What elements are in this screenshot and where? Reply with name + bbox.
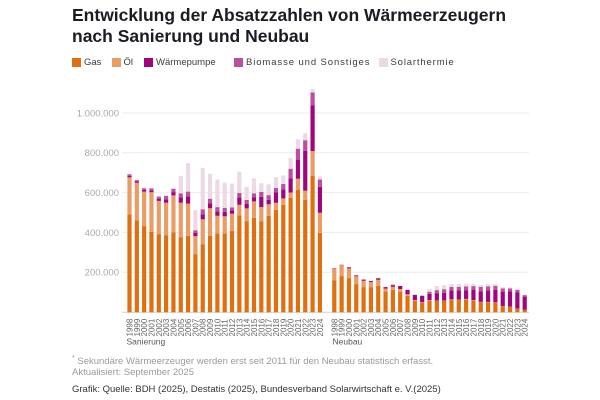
svg-text:2014: 2014 <box>447 318 456 336</box>
svg-text:2013: 2013 <box>440 318 449 336</box>
svg-text:2018: 2018 <box>477 318 486 336</box>
svg-text:600.000: 600.000 <box>85 188 119 199</box>
svg-text:200.000: 200.000 <box>85 268 119 279</box>
svg-text:1998: 1998 <box>126 318 135 336</box>
svg-text:2024: 2024 <box>521 318 530 336</box>
svg-text:1.000.000: 1.000.000 <box>77 108 119 119</box>
svg-text:800.000: 800.000 <box>85 148 119 159</box>
svg-text:2014: 2014 <box>243 318 252 336</box>
svg-text:Sanierung: Sanierung <box>127 337 166 347</box>
svg-text:2012: 2012 <box>433 318 442 336</box>
svg-text:2017: 2017 <box>265 318 274 336</box>
svg-text:2006: 2006 <box>389 318 398 336</box>
svg-text:2016: 2016 <box>462 318 471 336</box>
svg-text:2008: 2008 <box>404 318 413 336</box>
svg-text:2003: 2003 <box>367 318 376 336</box>
svg-text:2001: 2001 <box>352 318 361 336</box>
svg-text:2021: 2021 <box>294 318 303 336</box>
svg-text:2020: 2020 <box>491 318 500 336</box>
svg-text:2019: 2019 <box>279 318 288 336</box>
svg-text:2004: 2004 <box>169 318 178 336</box>
svg-text:2010: 2010 <box>213 318 222 336</box>
svg-text:2023: 2023 <box>513 318 522 336</box>
svg-text:2015: 2015 <box>455 318 464 336</box>
svg-text:2002: 2002 <box>360 318 369 336</box>
svg-text:2011: 2011 <box>221 319 230 337</box>
svg-text:2012: 2012 <box>228 318 237 336</box>
svg-text:2009: 2009 <box>206 318 215 336</box>
svg-text:1999: 1999 <box>133 318 142 336</box>
svg-text:2020: 2020 <box>287 318 296 336</box>
svg-text:1998: 1998 <box>330 318 339 336</box>
svg-text:2008: 2008 <box>199 318 208 336</box>
svg-text:2024: 2024 <box>316 318 325 336</box>
svg-text:1999: 1999 <box>338 318 347 336</box>
svg-text:400.000: 400.000 <box>85 228 119 239</box>
svg-text:Neubau: Neubau <box>333 337 363 347</box>
svg-text:2009: 2009 <box>411 318 420 336</box>
svg-text:2016: 2016 <box>257 318 266 336</box>
svg-text:2005: 2005 <box>177 318 186 336</box>
svg-text:2022: 2022 <box>301 318 310 336</box>
svg-text:2005: 2005 <box>382 318 391 336</box>
svg-text:2022: 2022 <box>506 318 515 336</box>
svg-text:2006: 2006 <box>184 318 193 336</box>
svg-text:2004: 2004 <box>374 318 383 336</box>
svg-text:2003: 2003 <box>162 318 171 336</box>
svg-text:2019: 2019 <box>484 318 493 336</box>
svg-text:2007: 2007 <box>396 318 405 336</box>
svg-text:2002: 2002 <box>155 318 164 336</box>
svg-text:2010: 2010 <box>418 318 427 336</box>
svg-text:2013: 2013 <box>235 318 244 336</box>
svg-text:2001: 2001 <box>147 318 156 336</box>
svg-text:2007: 2007 <box>191 318 200 336</box>
svg-text:2000: 2000 <box>345 318 354 336</box>
svg-text:2021: 2021 <box>499 318 508 336</box>
svg-text:2011: 2011 <box>426 319 435 337</box>
svg-text:2017: 2017 <box>469 318 478 336</box>
svg-text:2000: 2000 <box>140 318 149 336</box>
svg-text:2018: 2018 <box>272 318 281 336</box>
svg-text:2023: 2023 <box>309 318 318 336</box>
svg-text:2015: 2015 <box>250 318 259 336</box>
